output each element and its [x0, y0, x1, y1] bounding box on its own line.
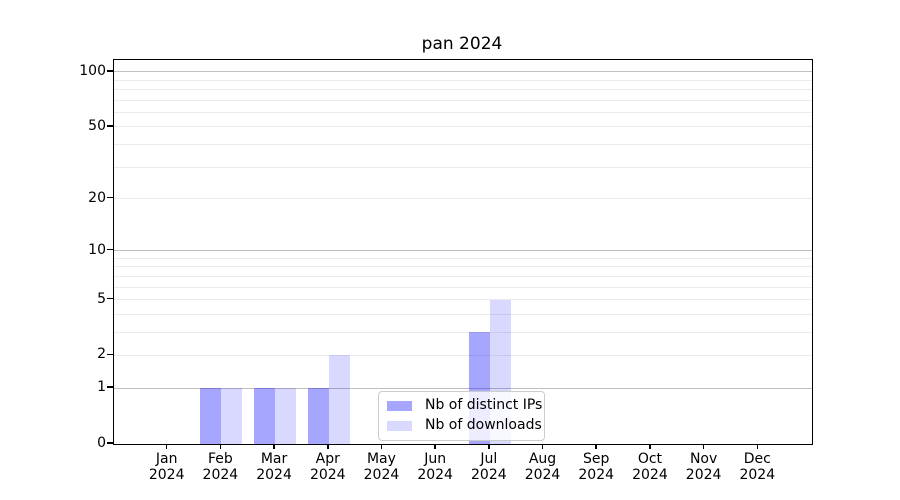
y-tick-mark — [107, 297, 113, 300]
y-tick-label: 10 — [88, 241, 106, 258]
x-tick-label: Apr 2024 — [309, 451, 346, 483]
legend-label: Nb of distinct IPs — [425, 397, 543, 413]
gridline-major — [114, 387, 812, 389]
x-tick-mark — [756, 444, 759, 449]
x-tick-mark — [273, 444, 275, 449]
bar-downloads-apr — [328, 355, 350, 444]
x-tick-label: Dec 2024 — [739, 451, 776, 483]
bar-downloads-feb — [221, 388, 243, 444]
gridline-minor — [114, 275, 812, 277]
y-tick-mark — [107, 70, 113, 72]
gridline-minor — [114, 299, 812, 301]
x-tick-mark — [327, 444, 329, 449]
gridline-major — [114, 71, 812, 73]
gridline-major — [114, 250, 812, 252]
y-tick-label: 50 — [88, 117, 106, 134]
legend-item: Nb of downloads — [387, 417, 542, 434]
y-tick-label: 2 — [97, 346, 106, 363]
y-tick-label: 100 — [79, 62, 106, 79]
gridline-minor — [114, 79, 812, 81]
gridline-minor — [114, 354, 812, 356]
plot-area — [113, 59, 813, 445]
legend-label: Nb of downloads — [425, 417, 542, 433]
y-tick-label: 20 — [88, 189, 106, 206]
y-tick-mark — [107, 353, 113, 356]
legend-swatch-downloads — [387, 420, 412, 431]
x-tick-mark — [541, 444, 544, 449]
x-tick-label: Jul 2024 — [471, 451, 507, 483]
gridline-minor — [114, 331, 812, 333]
x-tick-label: May 2024 — [363, 451, 400, 483]
bar-downloads-mar — [275, 388, 297, 444]
x-tick-mark — [488, 444, 490, 449]
y-tick-label: 1 — [97, 379, 106, 396]
gridline-minor — [114, 198, 812, 199]
legend: Nb of distinct IPs Nb of downloads — [378, 391, 545, 441]
x-tick-label: Aug 2024 — [524, 451, 561, 483]
x-tick-label: Mar 2024 — [256, 451, 292, 483]
x-tick-mark — [649, 444, 651, 449]
y-tick-mark — [107, 248, 113, 251]
gridline-minor — [114, 144, 812, 146]
gridline-minor — [114, 257, 812, 259]
bar-distinct-ips-apr — [307, 388, 329, 444]
x-tick-label: Oct 2024 — [632, 451, 668, 483]
gridline-minor — [114, 99, 812, 101]
y-tick-mark — [107, 196, 113, 199]
chart-title: pan 2024 — [421, 34, 503, 54]
y-tick-label: 0 — [97, 435, 106, 451]
gridline-minor — [114, 266, 812, 268]
x-tick-mark — [434, 444, 436, 449]
y-tick-mark — [107, 442, 113, 444]
x-tick-label: Sep 2024 — [578, 451, 615, 483]
x-tick-label: Jan 2024 — [148, 451, 185, 483]
x-tick-label: Feb 2024 — [202, 451, 239, 483]
x-tick-mark — [380, 444, 383, 449]
x-tick-mark — [595, 444, 597, 449]
gridline-minor — [114, 112, 812, 114]
x-tick-mark — [219, 444, 222, 449]
y-tick-mark — [107, 125, 113, 127]
x-tick-label: Jun 2024 — [417, 451, 453, 483]
x-tick-label: Nov 2024 — [685, 451, 722, 483]
gridline-minor — [114, 89, 812, 91]
legend-swatch-distinct-ips — [387, 400, 412, 411]
legend-item: Nb of distinct IPs — [387, 397, 542, 414]
y-tick-mark — [107, 386, 113, 388]
x-tick-mark — [702, 444, 705, 449]
bar-distinct-ips-mar — [254, 388, 276, 444]
gridline-minor — [114, 286, 812, 288]
bar-distinct-ips-feb — [200, 388, 222, 444]
y-tick-label: 5 — [97, 290, 106, 307]
x-tick-mark — [165, 444, 168, 449]
gridline-minor — [114, 166, 812, 168]
gridline-minor — [114, 126, 812, 128]
gridline-minor — [114, 313, 812, 315]
